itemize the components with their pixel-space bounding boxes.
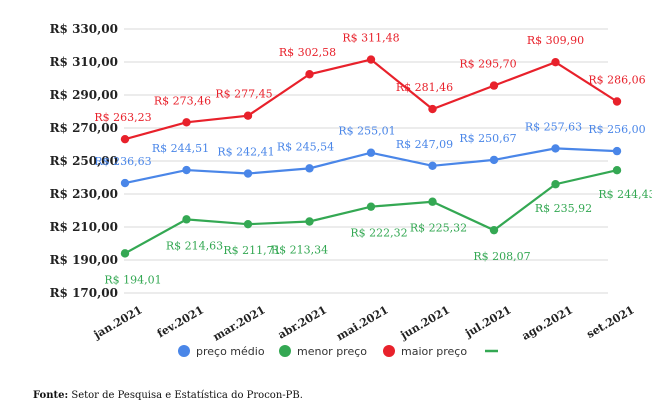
gridlines <box>124 28 608 294</box>
x-tick-label: set.2021 <box>584 303 636 341</box>
series-points <box>120 55 622 258</box>
y-tick-label: R$ 210,00 <box>50 220 118 234</box>
legend-label: preço médio <box>196 345 265 358</box>
y-tick-label: R$ 170,00 <box>50 286 118 300</box>
data-label: R$ 245,54 <box>277 140 334 153</box>
data-label: R$ 236,63 <box>94 155 151 168</box>
data-label: R$ 311,48 <box>342 32 399 45</box>
y-tick-label: R$ 270,00 <box>50 121 118 135</box>
data-label: R$ 208,07 <box>473 250 530 263</box>
data-label: R$ 302,58 <box>279 46 336 59</box>
data-point <box>489 81 499 90</box>
data-label: R$ 295,70 <box>459 58 516 71</box>
x-axis-ticks: jan.2021 fev.2021 mar.2021 abr.2021 mai.2021… <box>91 303 637 343</box>
data-point <box>551 57 560 67</box>
legend-label: maior preço <box>401 345 467 358</box>
data-label: R$ 247,09 <box>396 138 453 151</box>
data-label: R$ 286,06 <box>588 74 645 87</box>
data-label: R$ 211,71 <box>223 244 280 257</box>
data-point <box>182 215 191 224</box>
data-point <box>120 134 130 144</box>
x-tick-label: mar.2021 <box>211 303 268 343</box>
x-tick-label: mai.2021 <box>334 303 390 343</box>
y-tick-label: R$ 230,00 <box>50 187 118 201</box>
data-label: R$ 281,46 <box>396 81 453 94</box>
data-point <box>243 219 253 229</box>
y-tick-label: R$ 330,00 <box>50 22 118 36</box>
x-tick-label: ago.2021 <box>520 303 575 342</box>
data-label: R$ 244,43 <box>598 188 652 201</box>
data-label: R$ 214,63 <box>166 239 223 252</box>
y-tick-label: R$ 290,00 <box>50 88 118 102</box>
data-point <box>182 165 191 175</box>
x-tick-label: jun.2021 <box>398 303 452 342</box>
x-tick-label: jul.2021 <box>462 303 513 340</box>
data-label: R$ 257,63 <box>525 120 582 133</box>
data-label: R$ 277,45 <box>215 88 272 101</box>
source-note: Fonte: Setor de Pesquisa e Estatística d… <box>33 390 303 401</box>
legend-label: menor preço <box>297 345 367 358</box>
data-label: R$ 250,67 <box>459 132 516 145</box>
data-point <box>612 97 622 106</box>
y-tick-label: R$ 190,00 <box>50 253 118 267</box>
x-tick-label: fev.2021 <box>155 303 206 340</box>
y-axis-ticks: R$ 170,00 R$ 190,00 R$ 210,00 R$ 230,00 R$ 2… <box>50 22 118 300</box>
data-label: R$ 235,92 <box>535 202 592 215</box>
legend-marker <box>383 345 395 357</box>
data-point <box>612 146 622 156</box>
data-point <box>305 70 314 79</box>
legend-marker <box>279 345 291 357</box>
data-point <box>305 164 314 173</box>
data-label: R$ 222,32 <box>350 227 407 240</box>
data-point <box>182 118 191 127</box>
data-labels: R$ 236,63R$ 244,51 R$ 242,41 R$ 245,54 R$ 2… <box>94 32 652 287</box>
data-point <box>366 148 376 157</box>
data-point <box>305 217 314 226</box>
x-tick-label: jan.2021 <box>91 303 145 342</box>
x-tick-label: abr.2021 <box>276 303 329 341</box>
data-point <box>551 180 560 189</box>
data-point <box>243 111 253 120</box>
data-label: R$ 263,23 <box>94 111 151 124</box>
y-tick-label: R$ 310,00 <box>50 55 118 69</box>
y-tick-label: R$ 250,00 <box>50 154 118 168</box>
data-point <box>366 55 376 64</box>
data-point <box>428 104 437 114</box>
data-label: R$ 225,32 <box>410 222 467 235</box>
data-label: R$ 194,01 <box>104 273 161 286</box>
source-label: Fonte: <box>33 390 69 401</box>
data-label: R$ 273,46 <box>154 94 211 107</box>
source-text: Setor de Pesquisa e Estatística do Proco… <box>68 390 303 401</box>
data-point <box>428 197 437 206</box>
data-point <box>120 178 130 188</box>
data-label: R$ 213,34 <box>271 243 328 256</box>
data-point <box>612 165 622 175</box>
data-point <box>551 144 560 153</box>
data-label: R$ 244,51 <box>152 142 209 155</box>
data-label: R$ 242,41 <box>217 146 274 159</box>
line-chart: R$ 170,00R$ 190,00R$ 210,00R$ 230,00R$ 2… <box>50 22 652 358</box>
data-label: R$ 309,90 <box>527 34 584 47</box>
data-point <box>489 155 499 165</box>
data-point <box>120 249 130 258</box>
data-point <box>366 202 376 211</box>
data-point <box>428 161 437 171</box>
data-label: R$ 255,01 <box>338 125 395 138</box>
data-point <box>489 225 499 235</box>
legend: preço médio menor preço maior preço <box>178 345 498 358</box>
legend-marker <box>178 345 190 357</box>
data-point <box>243 169 253 178</box>
data-label: R$ 256,00 <box>588 123 645 136</box>
